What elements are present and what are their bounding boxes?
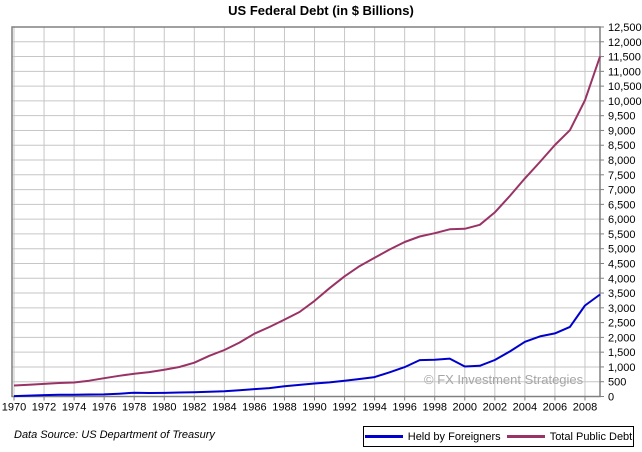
x-tick-label: 1978: [122, 402, 146, 414]
x-tick-label: 1984: [212, 402, 236, 414]
x-tick-label: 1974: [62, 402, 86, 414]
y-tick-label: 6,000: [608, 214, 636, 226]
y-tick-label: 12,000: [608, 37, 642, 49]
y-tick-label: 8,000: [608, 155, 636, 167]
y-axis-labels: 0 500 1,000 1,500 2,000 2,500 3,000 3,500 4,000 4…: [608, 22, 642, 404]
x-tick-label: 1998: [422, 402, 446, 414]
y-tick-label: 500: [608, 377, 626, 389]
x-axis-labels: 1970 1972 1974 1976 1978 1980 1982 1984 1986 1988…: [2, 402, 597, 414]
legend-label-held-by-foreigners: Held by Foreigners: [407, 430, 501, 443]
y-tick-label: 12,500: [608, 22, 642, 34]
x-tick-label: 1982: [182, 402, 206, 414]
x-tick-label: 2008: [573, 402, 597, 414]
y-tick-label: 2,500: [608, 318, 636, 330]
y-tick-label: 5,000: [608, 244, 636, 256]
legend-swatch-total-public-debt: [506, 435, 545, 438]
x-tick-label: 1990: [302, 402, 326, 414]
y-tick-label: 2,000: [608, 332, 636, 344]
x-tick-label: 1972: [32, 402, 56, 414]
y-tick-label: 5,500: [608, 229, 636, 241]
legend-item-total-public-debt: Total Public Debt: [506, 430, 633, 443]
y-tick-label: 1,000: [608, 362, 636, 374]
y-tick-label: 10,500: [608, 81, 642, 93]
y-tick-label: 7,500: [608, 170, 636, 182]
plot-border: [11, 26, 601, 398]
y-tick-label: 11,500: [608, 52, 641, 64]
y-tick-label: 1,500: [608, 347, 636, 359]
y-tick-label: 9,000: [608, 125, 636, 137]
legend: Held by Foreigners Total Public Debt: [363, 426, 634, 447]
x-tick-label: 1986: [242, 402, 266, 414]
legend-label-total-public-debt: Total Public Debt: [549, 430, 633, 443]
y-tick-label: 6,500: [608, 199, 636, 211]
series-line-held-by-foreigners: [13, 293, 601, 398]
y-tick-label: 0: [608, 392, 614, 404]
data-source-note: Data Source: US Department of Treasury: [14, 429, 215, 441]
x-tick-label: 2006: [543, 402, 567, 414]
x-tick-label: 1996: [392, 402, 416, 414]
y-tick-label: 9,500: [608, 111, 636, 123]
y-tick-label: 10,000: [608, 96, 642, 108]
x-tick-label: 1980: [152, 402, 176, 414]
x-tick-label: 1994: [362, 402, 386, 414]
legend-item-held-by-foreigners: Held by Foreigners: [364, 430, 501, 443]
y-tick-label: 4,000: [608, 273, 636, 285]
series-lines: [13, 56, 601, 398]
chart-title: US Federal Debt (in $ Billions): [228, 3, 414, 18]
x-tick-label: 1992: [332, 402, 356, 414]
x-tick-label: 2002: [483, 402, 507, 414]
gridlines: [12, 26, 600, 397]
x-tick-label: 1970: [2, 402, 26, 414]
series-line-total-public-debt: [13, 56, 601, 387]
watermark: © FX Investment Strategies: [424, 372, 584, 387]
y-tick-label: 11,000: [608, 66, 641, 78]
y-tick-label: 7,000: [608, 185, 636, 197]
y-tick-label: 3,000: [608, 303, 636, 315]
x-tick-label: 1976: [92, 402, 116, 414]
y-tick-label: 3,500: [608, 288, 636, 300]
y-tick-label: 8,500: [608, 140, 636, 152]
x-tick-label: 1988: [272, 402, 296, 414]
x-tick-label: 2004: [513, 402, 537, 414]
axis-ticks: [13, 26, 604, 401]
legend-swatch-held-by-foreigners: [364, 435, 403, 438]
x-tick-label: 2000: [453, 402, 477, 414]
y-tick-label: 4,500: [608, 258, 636, 270]
